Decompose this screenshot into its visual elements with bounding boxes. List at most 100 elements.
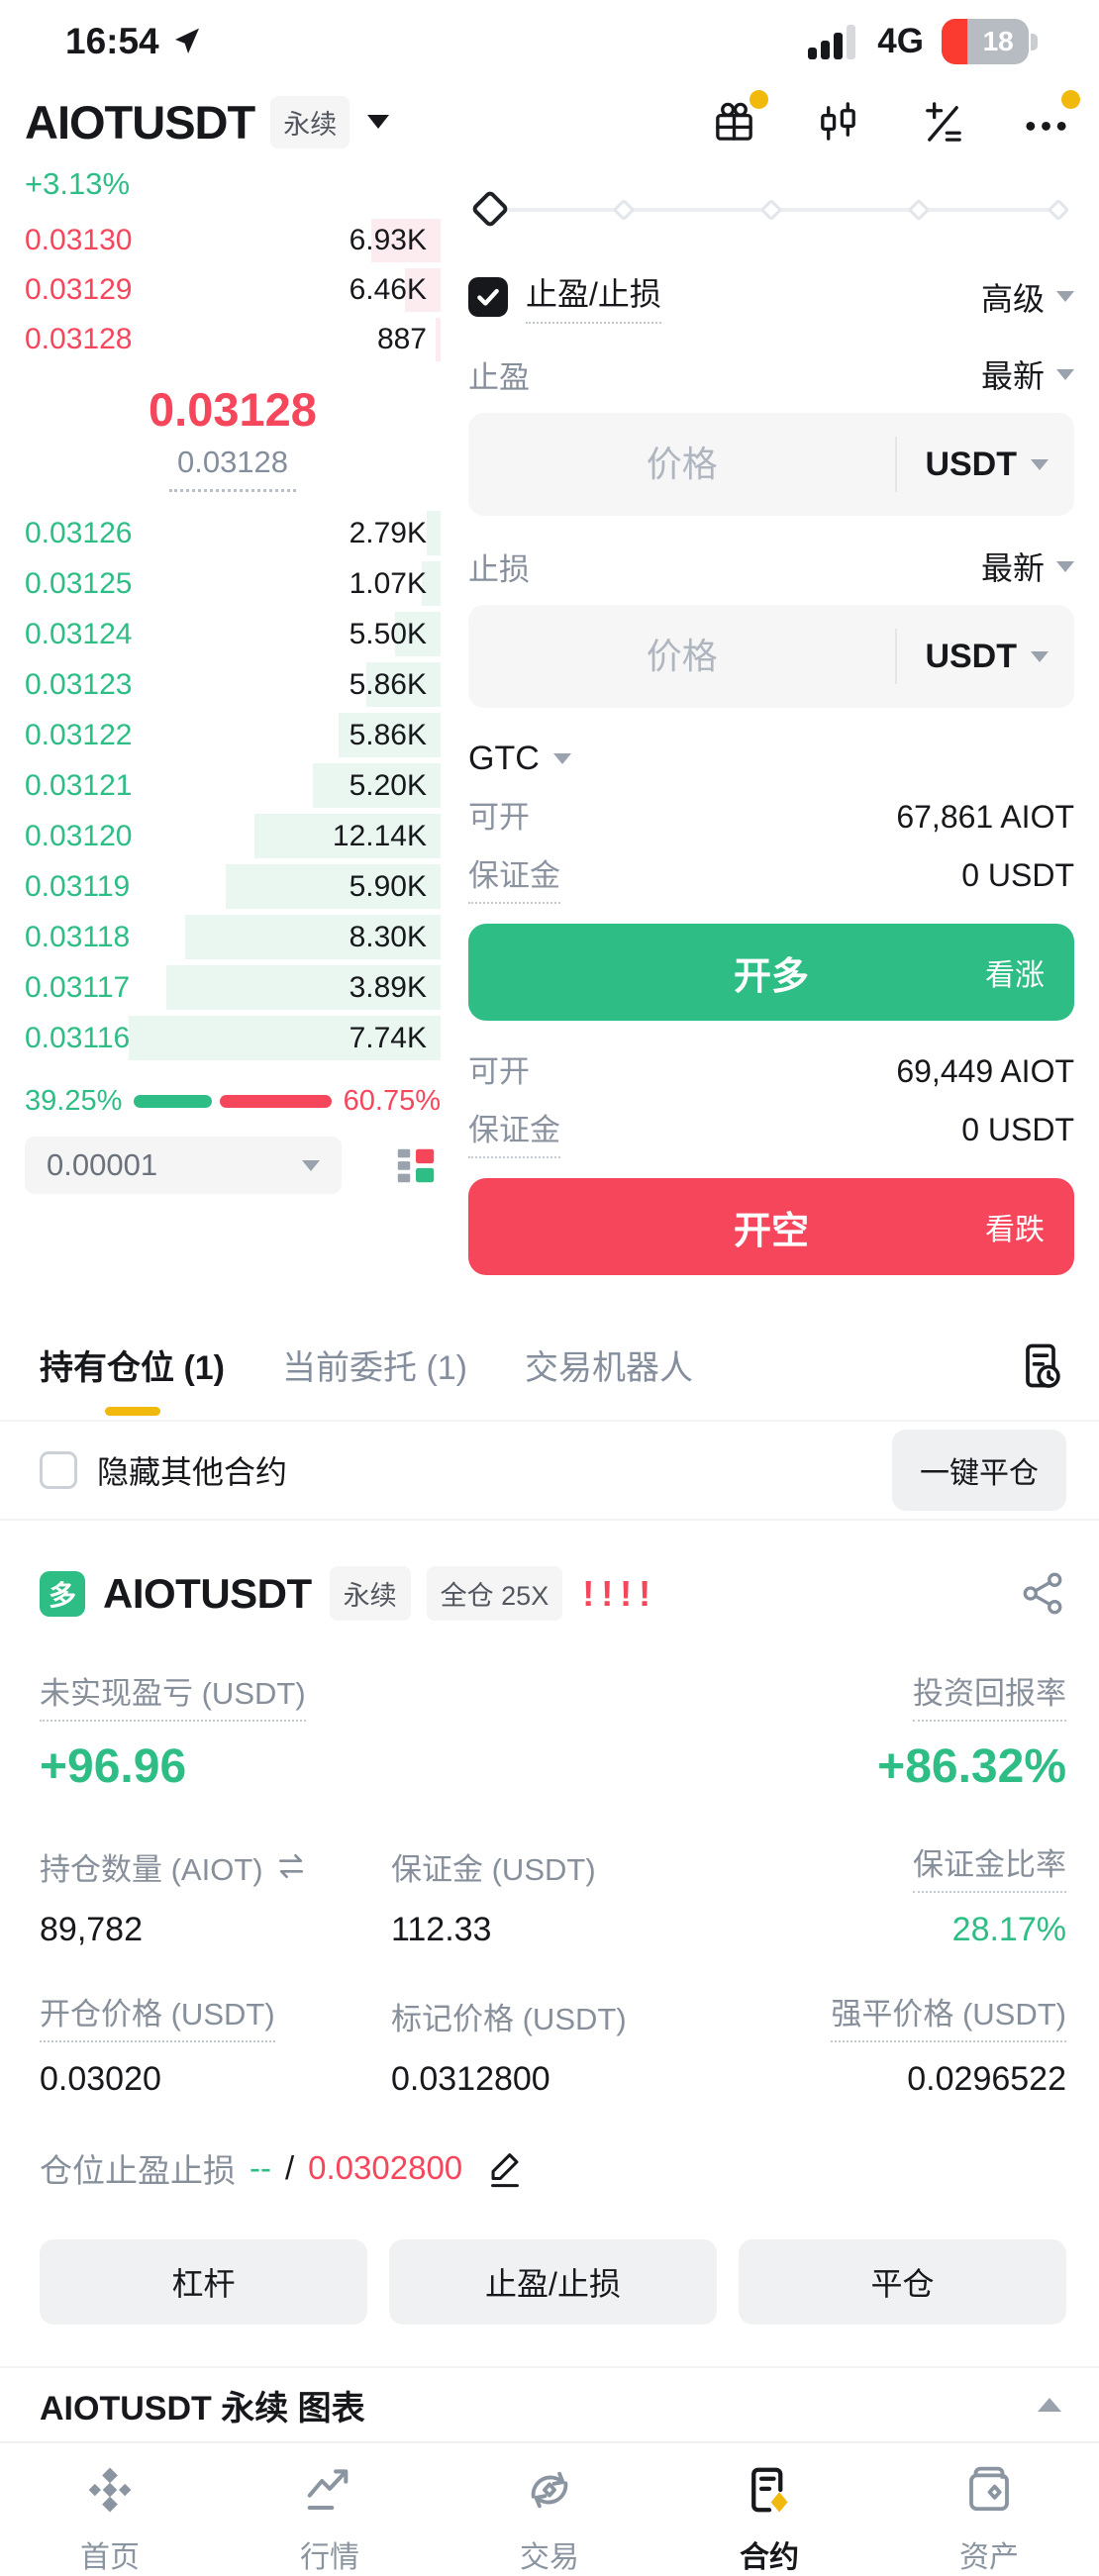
ask-row[interactable]: 0.03128 887: [25, 315, 441, 364]
position-margin-value: 112.33: [391, 1911, 492, 1948]
stop-loss-unit-select[interactable]: USDT: [895, 629, 1049, 684]
unit-label: USDT: [925, 637, 1017, 675]
bid-row[interactable]: 0.03117 3.89K: [25, 962, 441, 1013]
page-title: AIOTUSDT: [25, 95, 255, 149]
mark-price: 0.03128: [168, 445, 297, 492]
more-menu-button[interactable]: [1023, 89, 1080, 146]
home-icon: [88, 2467, 132, 2513]
margin-mode-badge[interactable]: 全仓 25X: [426, 1566, 563, 1621]
slider-tick: [1047, 198, 1070, 222]
position-tp-value: --: [250, 2149, 271, 2186]
collapse-up-icon[interactable]: [1038, 2398, 1061, 2412]
close-all-positions-button[interactable]: 一键平仓: [892, 1430, 1066, 1511]
tab-trading-bots[interactable]: 交易机器人: [525, 1340, 693, 1389]
swap-units-icon[interactable]: [275, 1850, 307, 1882]
short-margin-value: 0 USDT: [961, 1112, 1074, 1147]
close-position-button[interactable]: 平仓: [739, 2239, 1066, 2325]
time-in-force-select[interactable]: GTC: [468, 740, 1074, 778]
nav-item-markets[interactable]: 行情: [220, 2463, 440, 2576]
hide-other-contracts-checkbox[interactable]: [40, 1451, 77, 1489]
order-history-button[interactable]: [1015, 1340, 1066, 1392]
share-button[interactable]: [1020, 1570, 1066, 1617]
tpsl-checkbox[interactable]: [468, 276, 508, 317]
bid-row[interactable]: 0.03116 7.74K: [25, 1013, 441, 1063]
nav-item-assets[interactable]: 资产: [879, 2463, 1099, 2576]
gift-button[interactable]: [711, 89, 768, 146]
bid-row[interactable]: 0.03121 5.20K: [25, 760, 441, 811]
price: 0.03130: [25, 224, 133, 256]
long-hint-label: 看涨: [985, 959, 1045, 992]
contract-type-badge: 永续: [270, 95, 350, 149]
calculator-button[interactable]: [919, 99, 965, 146]
long-available-label: 可开: [468, 800, 530, 835]
tab-positions[interactable]: 持有仓位 (1): [40, 1340, 225, 1416]
tick-size-value: 0.00001: [47, 1147, 158, 1182]
long-margin-value: 0 USDT: [961, 857, 1074, 893]
open-long-button[interactable]: 开多 看涨: [468, 924, 1074, 1021]
bid-row[interactable]: 0.03125 1.07K: [25, 558, 441, 609]
ask-row[interactable]: 0.03129 6.46K: [25, 265, 441, 315]
take-profit-price-field[interactable]: USDT: [468, 413, 1074, 516]
tpsl-mode-select[interactable]: 高级: [981, 274, 1074, 320]
depth-bar: [371, 219, 441, 262]
quantity: 6.93K: [349, 224, 427, 256]
notification-dot: [1061, 89, 1080, 109]
bid-row[interactable]: 0.03118 8.30K: [25, 912, 441, 962]
long-side-badge: 多: [40, 1570, 85, 1617]
tpsl-mode-value: 高级: [980, 280, 1045, 317]
edit-tpsl-button[interactable]: [484, 2147, 526, 2189]
bottom-nav: 首页 行情 交易 合约 资产: [0, 2443, 1099, 2576]
nav-item-futures[interactable]: 合约: [659, 2463, 879, 2576]
stop-loss-trigger-value: 最新: [980, 550, 1045, 586]
depth-style-button[interactable]: [393, 1142, 439, 1188]
take-profit-trigger-select[interactable]: 最新: [981, 351, 1074, 397]
short-hint-label: 看跌: [985, 1214, 1045, 1246]
depth-bar: [254, 814, 441, 858]
battery-low-fill: [942, 19, 968, 64]
symbol-selector[interactable]: AIOTUSDT 永续: [25, 95, 390, 149]
depth-bar: [185, 915, 441, 959]
short-available-label: 可开: [468, 1054, 530, 1089]
roi-label: 投资回报率: [913, 1668, 1066, 1722]
candlestick-icon: [821, 101, 855, 141]
bid-row[interactable]: 0.03119 5.90K: [25, 861, 441, 912]
slider-tick: [759, 198, 783, 222]
chevron-down-icon: [367, 115, 390, 129]
tpsl-button[interactable]: 止盈/止损: [389, 2239, 717, 2325]
position-size-label: 持仓数量 (AIOT): [40, 1839, 391, 1893]
bid-row[interactable]: 0.03126 2.79K: [25, 508, 441, 558]
leverage-button[interactable]: 杠杆: [40, 2239, 367, 2325]
long-margin-label: 保证金: [468, 850, 560, 904]
entry-price-value: 0.03020: [40, 2060, 161, 2098]
ask-row[interactable]: 0.03130 6.93K: [25, 216, 441, 265]
stop-loss-price-field[interactable]: USDT: [468, 605, 1074, 708]
calculator-icon: [926, 101, 961, 142]
chart-button[interactable]: [815, 99, 861, 146]
bid-row[interactable]: 0.03124 5.50K: [25, 609, 441, 659]
tab-open-orders[interactable]: 当前委托 (1): [282, 1340, 467, 1389]
battery-percent: 18: [982, 26, 1014, 56]
slider-handle[interactable]: [470, 189, 510, 229]
bid-row[interactable]: 0.03123 5.86K: [25, 659, 441, 710]
location-arrow-icon: [174, 28, 199, 53]
chart-section-header[interactable]: AIOTUSDT 永续 图表: [0, 2366, 1099, 2443]
nav-item-trade[interactable]: 交易: [440, 2463, 659, 2576]
tick-size-select[interactable]: 0.00001: [25, 1137, 342, 1194]
open-short-button[interactable]: 开空 看跌: [468, 1178, 1074, 1275]
tpsl-checkbox-label: 止盈/止损: [526, 269, 661, 324]
take-profit-price-input[interactable]: [468, 444, 896, 485]
nav-item-home[interactable]: 首页: [0, 2463, 220, 2576]
depth-bar: [422, 561, 441, 606]
stop-loss-trigger-select[interactable]: 最新: [981, 544, 1074, 589]
unrealized-pnl-label: 未实现盈亏 (USDT): [40, 1668, 306, 1722]
mark-price-value: 0.0312800: [391, 2060, 550, 2098]
stop-loss-price-input[interactable]: [468, 636, 896, 677]
open-short-label: 开空: [733, 1210, 809, 1252]
nav-label: 首页: [80, 2541, 140, 2574]
price: 0.03129: [25, 273, 133, 306]
take-profit-unit-select[interactable]: USDT: [895, 437, 1049, 492]
entry-price-label: 开仓价格 (USDT): [40, 1989, 391, 2042]
quantity-slider[interactable]: [470, 189, 1070, 229]
bid-row[interactable]: 0.03120 12.14K: [25, 811, 441, 861]
bid-row[interactable]: 0.03122 5.86K: [25, 710, 441, 760]
